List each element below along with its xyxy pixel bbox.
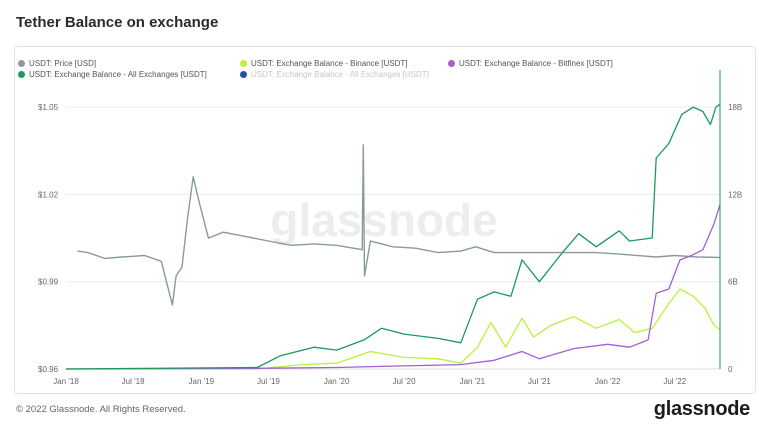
- legend-label-all-exchanges-hidden: USDT: Exchange Balance - All Exchanges […: [251, 70, 429, 79]
- legend-item-bitfinex[interactable]: USDT: Exchange Balance - Bitfinex [USDT]: [448, 59, 613, 68]
- y-left-tick-label: $1.05: [38, 103, 59, 112]
- x-axis: Jan '18 Jul '18 Jan '19 Jul '19 Jan '20 Jul '…: [53, 377, 687, 386]
- y-right-tick-label: 0: [728, 365, 733, 374]
- y-left-tick-label: $0.96: [38, 365, 59, 374]
- x-tick-label: Jan '22: [595, 377, 621, 386]
- series-line-binance: [66, 288, 721, 370]
- legend-dot-all-exchanges: [18, 71, 25, 78]
- page-title: Tether Balance on exchange: [16, 14, 219, 31]
- y-axis-right: 0 6B 12B 18B: [728, 103, 742, 374]
- y-right-tick-label: 18B: [728, 103, 742, 112]
- watermark-text: glassnode: [270, 194, 498, 246]
- x-tick-label: Jan '18: [53, 377, 79, 386]
- y-right-tick-label: 6B: [728, 278, 738, 287]
- x-tick-label: Jul '18: [122, 377, 145, 386]
- legend-item-all-exchanges[interactable]: USDT: Exchange Balance - All Exchanges […: [18, 70, 207, 79]
- legend-label-all-exchanges: USDT: Exchange Balance - All Exchanges […: [29, 70, 207, 79]
- legend-label-price: USDT: Price [USD]: [29, 59, 97, 68]
- x-tick-label: Jul '20: [393, 377, 416, 386]
- legend-dot-binance: [240, 60, 247, 67]
- x-tick-label: Jul '21: [528, 377, 551, 386]
- copyright-text: © 2022 Glassnode. All Rights Reserved.: [16, 404, 186, 415]
- chart-panel: [14, 46, 756, 394]
- series-layer: [65, 103, 721, 370]
- x-tick-label: Jan '19: [189, 377, 215, 386]
- y-axis-left: $0.96 $0.99 $1.02 $1.05: [38, 103, 59, 374]
- glassnode-logo[interactable]: glassnode: [653, 398, 751, 420]
- x-tick-label: Jan '20: [324, 377, 350, 386]
- y-left-tick-label: $1.02: [38, 190, 59, 199]
- legend-item-price[interactable]: USDT: Price [USD]: [18, 59, 96, 68]
- legend-item-all-exchanges-hidden[interactable]: USDT: Exchange Balance - All Exchanges […: [240, 70, 429, 79]
- legend-dot-all-exchanges-hidden: [240, 71, 247, 78]
- y-left-tick-label: $0.99: [38, 278, 59, 287]
- x-tick-label: Jul '19: [257, 377, 280, 386]
- legend-label-binance: USDT: Exchange Balance - Binance [USDT]: [251, 59, 408, 68]
- x-tick-label: Jul '22: [663, 377, 686, 386]
- series-line-all-exchanges: [65, 103, 721, 370]
- legend-dot-price: [18, 60, 25, 67]
- x-tick-label: Jan '21: [460, 377, 486, 386]
- legend-label-bitfinex: USDT: Exchange Balance - Bitfinex [USDT]: [459, 59, 613, 68]
- legend-dot-bitfinex: [448, 60, 455, 67]
- series-line-bitfinex: [65, 204, 721, 370]
- legend-item-binance[interactable]: USDT: Exchange Balance - Binance [USDT]: [240, 59, 408, 68]
- y-right-tick-label: 12B: [728, 190, 742, 199]
